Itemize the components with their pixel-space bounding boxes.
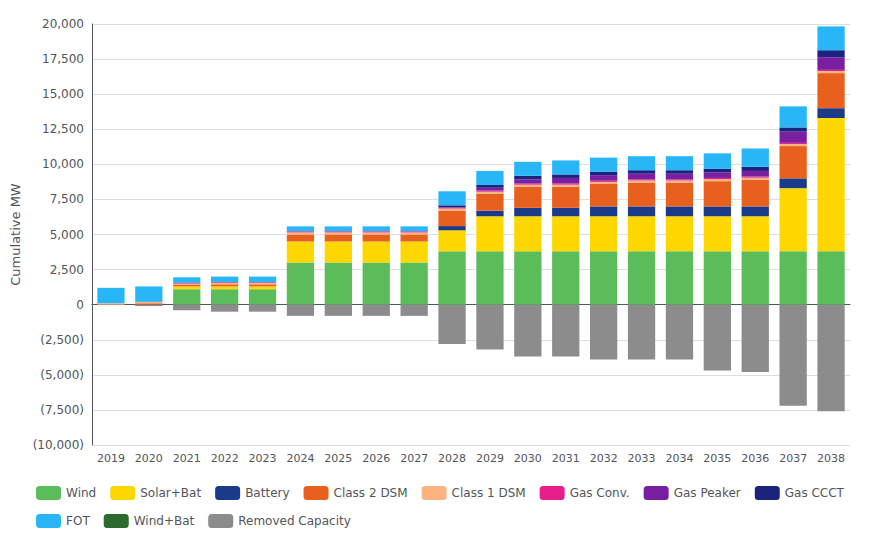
svg-text:17,500: 17,500 [42,52,84,66]
svg-text:2028: 2028 [438,452,466,465]
svg-text:2,500: 2,500 [50,263,84,277]
svg-text:20,000: 20,000 [42,17,84,31]
svg-text:12,500: 12,500 [42,122,84,136]
svg-text:Removed Capacity: Removed Capacity [238,514,351,528]
svg-text:10,000: 10,000 [42,157,84,171]
svg-text:Solar+Bat: Solar+Bat [140,486,201,500]
svg-text:(2,500): (2,500) [40,333,84,347]
svg-text:Class 2 DSM: Class 2 DSM [334,486,408,500]
svg-text:FOT: FOT [66,514,90,528]
svg-text:Wind: Wind [66,486,96,500]
svg-text:Gas Conv.: Gas Conv. [570,486,630,500]
svg-text:(5,000): (5,000) [40,368,84,382]
svg-text:2022: 2022 [211,452,239,465]
svg-text:(10,000): (10,000) [33,438,84,452]
svg-text:2026: 2026 [362,452,390,465]
svg-text:2033: 2033 [628,452,656,465]
svg-text:2021: 2021 [173,452,201,465]
svg-text:2035: 2035 [703,452,731,465]
svg-text:15,000: 15,000 [42,87,84,101]
svg-text:2027: 2027 [400,452,428,465]
svg-text:2037: 2037 [779,452,807,465]
svg-text:5,000: 5,000 [50,228,84,242]
svg-text:7,500: 7,500 [50,192,84,206]
svg-text:2036: 2036 [741,452,769,465]
svg-text:2019: 2019 [97,452,125,465]
svg-text:Battery: Battery [245,486,289,500]
svg-text:(7,500): (7,500) [40,403,84,417]
svg-text:Cumulative MW: Cumulative MW [8,183,23,286]
svg-text:2032: 2032 [590,452,618,465]
svg-text:Gas CCCT: Gas CCCT [785,486,845,500]
svg-text:2031: 2031 [552,452,580,465]
svg-text:2034: 2034 [665,452,693,465]
svg-text:Gas Peaker: Gas Peaker [674,486,741,500]
svg-text:2029: 2029 [476,452,504,465]
svg-text:Class 1 DSM: Class 1 DSM [452,486,526,500]
svg-text:Wind+Bat: Wind+Bat [134,514,195,528]
svg-text:2020: 2020 [135,452,163,465]
svg-text:2023: 2023 [249,452,277,465]
svg-text:0: 0 [76,298,84,312]
svg-text:2024: 2024 [286,452,314,465]
svg-text:2025: 2025 [324,452,352,465]
svg-text:2038: 2038 [817,452,845,465]
svg-text:2030: 2030 [514,452,542,465]
